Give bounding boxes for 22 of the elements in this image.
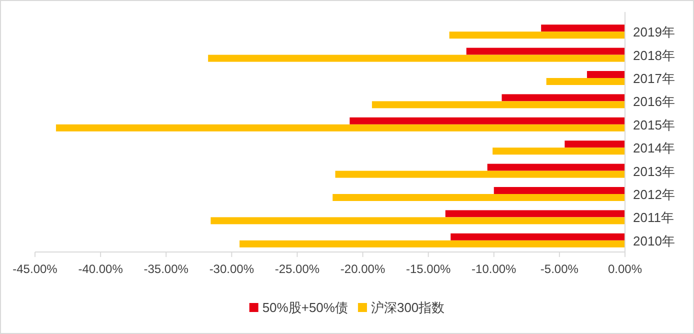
x-tick-label: -45.00% bbox=[12, 262, 58, 276]
x-tick-label: -5.00% bbox=[540, 262, 579, 276]
y-tick-label: 2015年 bbox=[633, 117, 675, 132]
y-tick-label: 2018年 bbox=[633, 48, 675, 63]
x-tick-label: -10.00% bbox=[472, 262, 517, 276]
y-tick-label: 2019年 bbox=[633, 24, 675, 40]
y-tick-label: 2014年 bbox=[633, 140, 675, 156]
y-tick-label: 2010年 bbox=[633, 233, 675, 248]
x-tick-label: -35.00% bbox=[144, 262, 189, 276]
y-tick-label: 2013年 bbox=[633, 164, 675, 179]
legend-label: 沪深300指数 bbox=[370, 300, 445, 315]
y-tick-label: 2017年 bbox=[633, 71, 675, 86]
x-tick-label: -40.00% bbox=[78, 262, 124, 276]
x-tick-label: -20.00% bbox=[340, 262, 386, 276]
x-tick-label: 0.00% bbox=[608, 262, 642, 276]
legend-label: 50%股+50%债 bbox=[262, 300, 348, 315]
y-tick-label: 2016年 bbox=[633, 94, 675, 110]
y-tick-label: 2012年 bbox=[633, 187, 675, 202]
x-tick-label: -15.00% bbox=[406, 262, 452, 276]
x-tick-label: -25.00% bbox=[274, 262, 320, 276]
y-tick-label: 2011年 bbox=[633, 210, 674, 226]
x-tick-label: -30.00% bbox=[209, 262, 254, 276]
